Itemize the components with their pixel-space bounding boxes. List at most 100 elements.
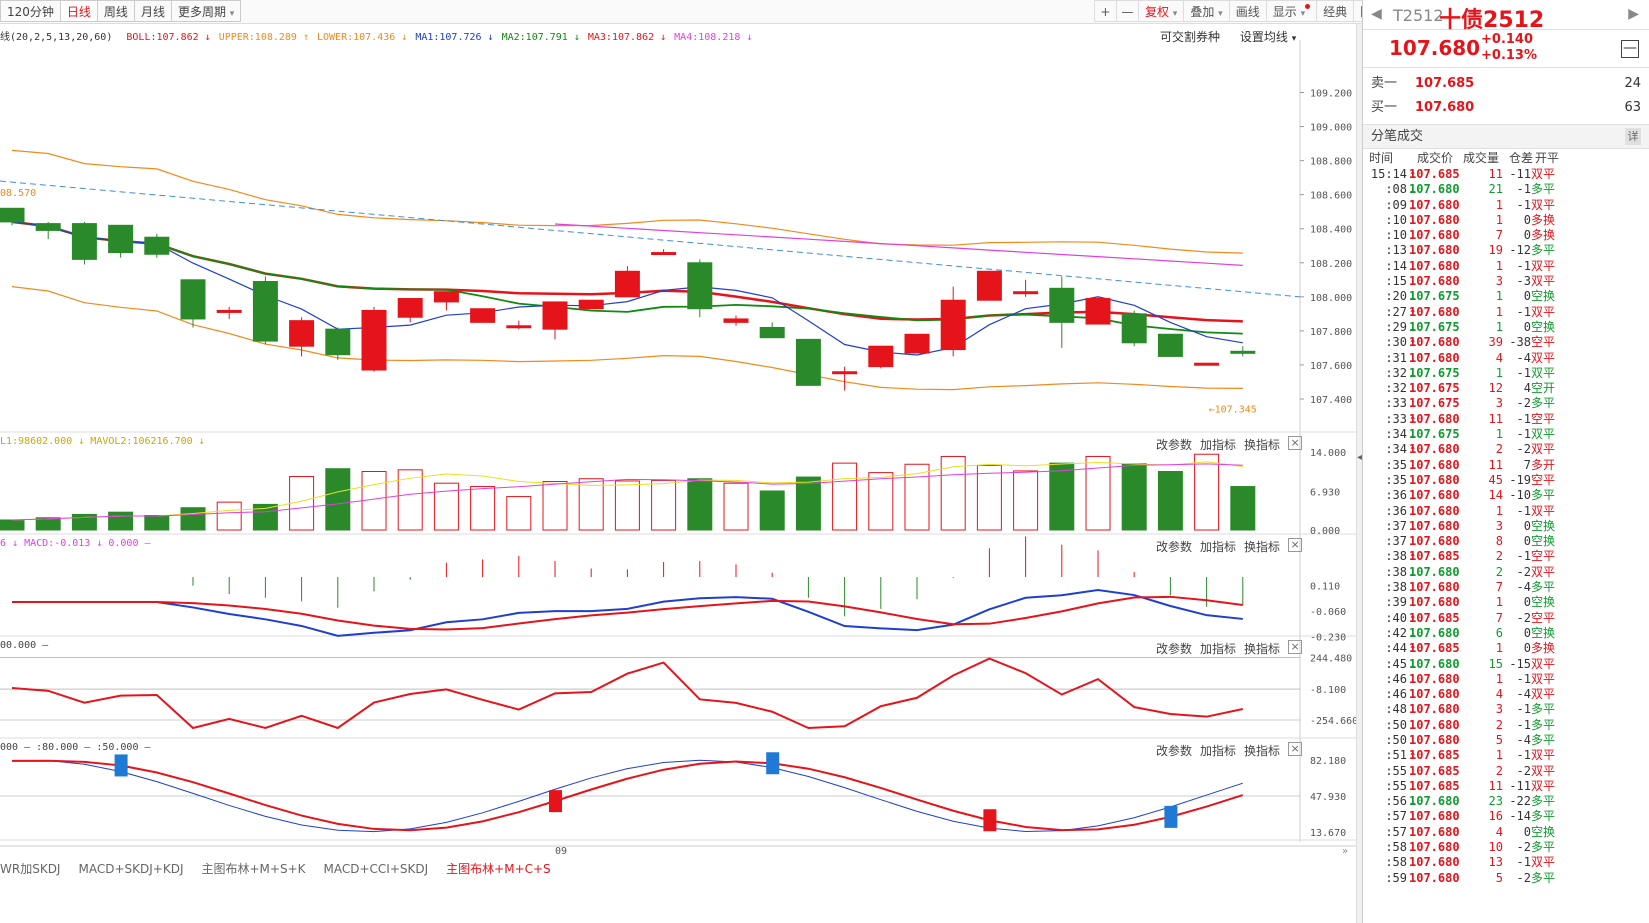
edit-params-button[interactable]: 改参数 [1156,744,1193,758]
set-ma-link[interactable]: 设置均线 ▾ [1240,30,1296,44]
tick-oi-change: 0 [1523,824,1531,839]
candle-body [35,223,61,231]
collapse-arrow-icon[interactable]: ◀ [1357,452,1365,463]
arrow-up-icon: ↑ [1409,411,1417,426]
template-tab-macd-skdj-kdj[interactable]: MACD+SKDJ+KDJ [78,862,184,876]
tab-daily[interactable]: 日线 [60,0,98,22]
prev-contract-icon[interactable]: ◀ [1371,6,1382,22]
cci-line [11,657,1244,730]
close-icon[interactable]: × [1288,436,1303,450]
tick-row: :32 107.675 12 4 空开 [1363,381,1649,396]
add-indicator-button[interactable]: 加指标 [1200,438,1237,452]
candle-body [542,301,568,330]
kline-chart-svg[interactable]: 109.200 109.000 108.800 108.600 108.400 108.2… [0,24,1360,899]
swap-indicator-button[interactable]: 换指标 [1244,540,1281,554]
tick-volume: 4 [1495,350,1503,365]
panel-splitter[interactable]: ◀ [1356,24,1365,923]
overlay-button[interactable]: 叠加 ▾ [1183,0,1229,22]
tick-open-close: 双平 [1531,855,1556,870]
add-indicator-button[interactable]: 加指标 [1200,744,1237,758]
arrow-down-icon: ↓ [1409,564,1417,579]
tick-row: :37 107.680 3 0 空换 [1363,519,1649,534]
tick-volume: 14 [1488,488,1503,503]
template-tab-boll-m-s-k[interactable]: 主图布林+M+S+K [201,862,306,876]
chart-area[interactable]: 109.200 109.000 108.800 108.600 108.400 108.2… [0,24,1360,899]
tick-row: :29 107.675 ↓ 1 0 空换 [1363,320,1649,335]
tick-time: :37 [1385,534,1407,549]
adjust-button[interactable]: 复权 ▾ [1137,0,1184,22]
y-tick-label: 0.000 [1310,526,1340,537]
y-tick-label: 108.000 [1310,293,1352,304]
cci-panel-buttons: 改参数 加指标 换指标 × [1156,640,1303,657]
tick-price-value: 107.675 [1409,381,1460,396]
swap-indicator-button[interactable]: 换指标 [1244,744,1281,758]
volume-bar [723,482,749,531]
add-indicator-button[interactable]: 加指标 [1200,540,1237,554]
tick-volume: 5 [1495,870,1503,885]
zoom-out-button[interactable]: — [1115,0,1138,22]
edit-params-button[interactable]: 改参数 [1156,438,1193,452]
bid-price: 107.680 [1415,100,1475,115]
indicator-value: MA1:107.726 ↓ [415,32,494,43]
edit-params-button[interactable]: 改参数 [1156,540,1193,554]
volume-bar [904,463,930,531]
swap-indicator-button[interactable]: 换指标 [1244,642,1281,656]
ticks-list[interactable]: 15:14 107.685 ↑ 11 -11 双平:08 107.680 ↓ 21 -1 多平:09… [1363,167,1649,886]
tab-more-periods[interactable]: 更多周期 ▾ [171,0,242,22]
tab-120min[interactable]: 120分钟 [0,0,61,22]
close-icon[interactable]: × [1288,640,1303,654]
tick-oi-change: 0 [1523,228,1531,243]
template-tab-boll-m-c-s[interactable]: 主图布林+M+C+S [446,862,551,876]
tick-row: :09 107.680 1 -1 双平 [1363,198,1649,213]
adjust-label: 复权 [1144,5,1169,19]
deliverable-bonds-link[interactable]: 可交割券种 [1160,30,1221,44]
tab-weekly[interactable]: 周线 [97,0,135,22]
tick-open-close: 空开 [1531,381,1556,396]
ticks-detail-button[interactable]: 详 [1625,128,1641,145]
col-price: 成交价 [1417,151,1454,165]
zoom-in-button[interactable]: + [1093,0,1116,22]
tab-monthly[interactable]: 月线 [134,0,172,22]
template-tab-macd-cci-skdj[interactable]: MACD+CCI+SKDJ [323,862,429,876]
y-tick-label: -0.060 [1310,607,1346,618]
volume-bar [542,481,568,531]
tick-volume: 2 [1495,717,1503,732]
draw-line-button[interactable]: 画线 [1228,0,1266,22]
tick-volume: 1 [1495,641,1503,656]
tick-time: :34 [1385,427,1407,442]
tick-row: :58 107.680 10 -2 多平 [1363,840,1649,855]
skdj-signal-marker [549,790,562,813]
tick-open-close: 空换 [1531,289,1556,304]
volume-bar [71,513,97,531]
close-icon[interactable]: × [1288,742,1303,756]
edit-params-button[interactable]: 改参数 [1156,642,1193,656]
volume-bar [759,490,785,531]
tick-volume: 23 [1488,794,1503,809]
tick-row: :35 107.680 11 7 多开 [1363,458,1649,473]
collapse-button[interactable]: — [1621,40,1639,58]
candle-body [614,270,640,298]
tick-row: :38 107.680 ↓ 2 -2 双平 [1363,565,1649,580]
tick-volume: 1 [1495,289,1503,304]
tick-volume: 1 [1495,212,1503,227]
tick-volume: 8 [1495,534,1503,549]
classic-button[interactable]: 经典 [1316,0,1354,22]
tick-row: :36 107.680 14 -10 多平 [1363,488,1649,503]
tick-row: :34 107.680 ↑ 2 -2 双平 [1363,442,1649,457]
tick-row: :48 107.680 3 -1 多平 [1363,702,1649,717]
tick-time: :10 [1385,228,1407,243]
next-contract-icon[interactable]: ▶ [1628,6,1639,22]
template-tab-wr-skdj[interactable]: WR加SKDJ [0,862,61,876]
tick-oi-change: 0 [1523,319,1531,334]
swap-indicator-button[interactable]: 换指标 [1244,438,1281,452]
volume-bar [651,479,677,531]
close-icon[interactable]: × [1288,538,1303,552]
tick-oi-change: -1 [1516,855,1531,870]
display-button[interactable]: 显示 ▾ [1265,0,1317,22]
candle-body [0,207,25,223]
add-indicator-button[interactable]: 加指标 [1200,642,1237,656]
tick-row: :38 107.685 ↑ 2 -1 空平 [1363,549,1649,564]
tick-volume: 4 [1495,824,1503,839]
tick-open-close: 双平 [1531,442,1556,457]
tick-oi-change: 0 [1523,289,1531,304]
